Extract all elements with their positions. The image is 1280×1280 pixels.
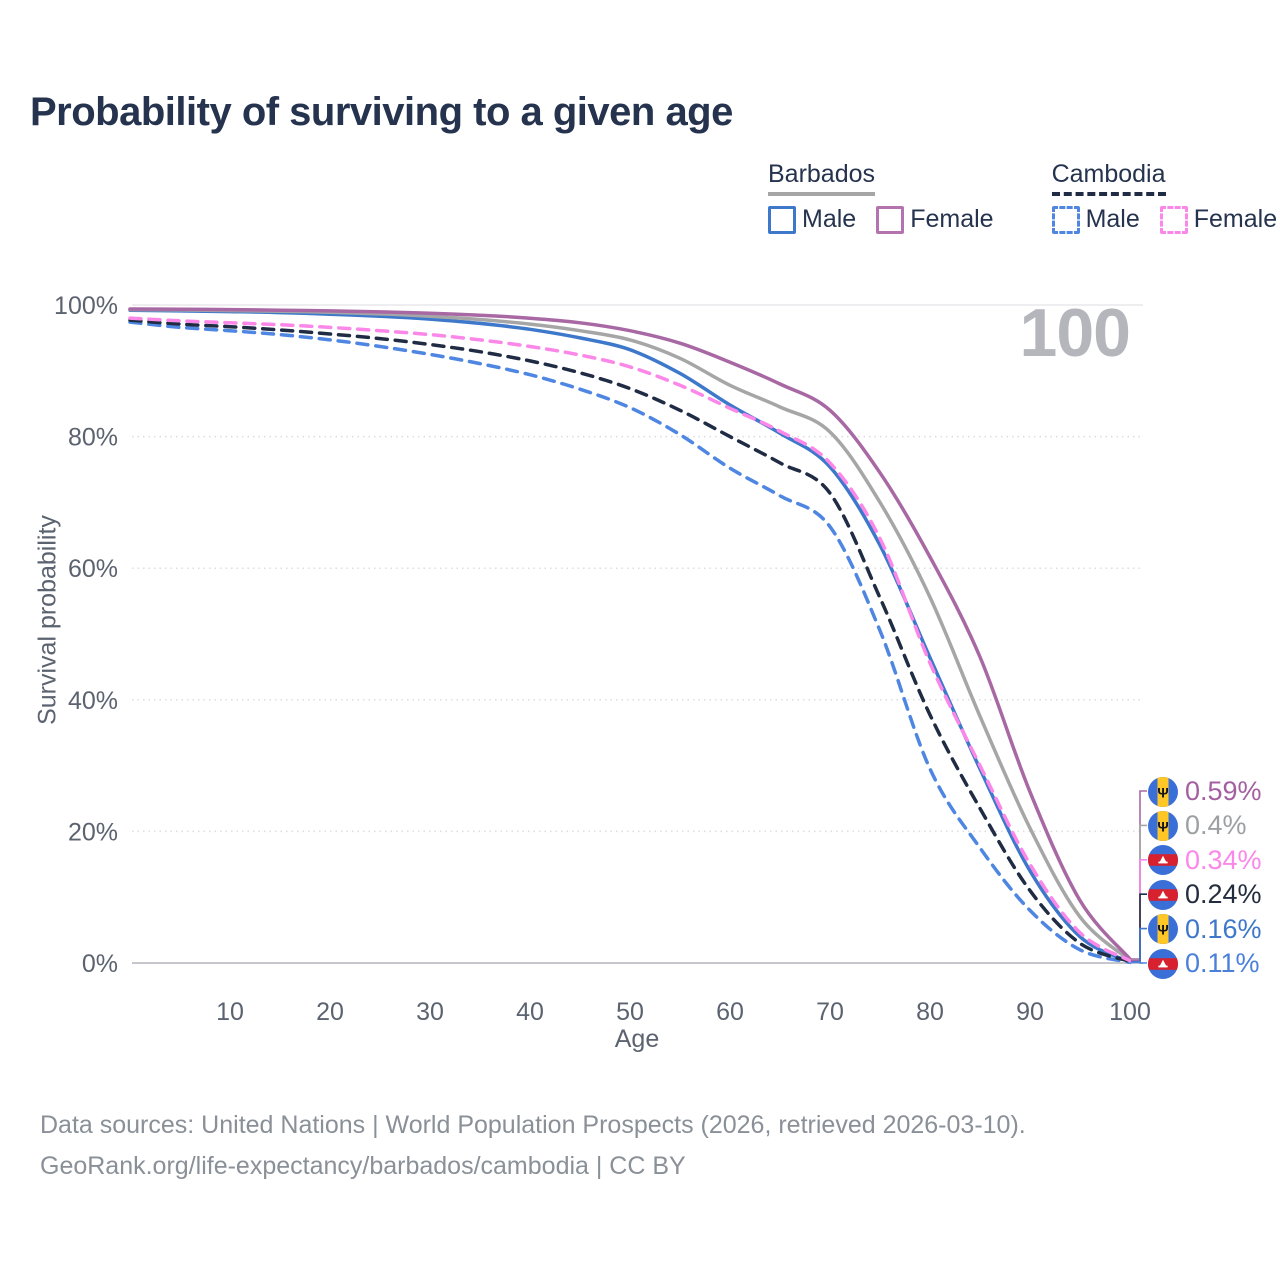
series-line-barbados-female[interactable] (128, 307, 1132, 961)
series-line-barbados-male[interactable] (128, 308, 1132, 964)
legend-item-label: Male (1085, 205, 1140, 233)
x-tick-label: 20 (316, 998, 344, 1026)
end-label-value: 0.11% (1185, 948, 1260, 978)
cambodia-flag-icon (1148, 879, 1178, 910)
svg-text:Ψ: Ψ (1157, 922, 1168, 938)
end-label-connector (1131, 927, 1147, 963)
y-tick-label: 100% (54, 292, 118, 320)
legend-group-cambodia: Cambodia Male Female (1051, 160, 1278, 234)
end-label-cambodia-both: 0.24% (1148, 879, 1262, 910)
x-tick-label: 90 (1016, 998, 1044, 1026)
checkbox-icon (1159, 205, 1188, 234)
footer-sources-line: Data sources: United Nations | World Pop… (40, 1111, 1026, 1139)
x-tick-label: 70 (816, 998, 844, 1026)
x-tick-label: 30 (416, 998, 444, 1026)
x-tick-label: 10 (216, 998, 244, 1026)
footer-url-line: GeoRank.org/life-expectancy/barbados/cam… (40, 1152, 686, 1180)
legend-item-cambodia-female[interactable]: Female (1159, 205, 1278, 234)
x-axis-title: Age (614, 1025, 660, 1053)
page-title: Probability of surviving to a given age (30, 90, 733, 134)
cambodia-flag-icon (1148, 845, 1178, 876)
end-label-value: 0.34% (1185, 844, 1262, 875)
end-label-cambodia-male: 0.11% (1148, 948, 1260, 979)
x-tick-label: 40 (516, 998, 544, 1026)
end-label-value: 0.4% (1185, 810, 1247, 841)
legend-country-barbados[interactable]: Barbados (768, 160, 876, 196)
end-label-barbados-female: Ψ 0.59% (1148, 776, 1262, 807)
end-label-connector (1131, 858, 1147, 962)
barbados-flag-icon: Ψ (1148, 776, 1178, 807)
svg-text:Ψ: Ψ (1157, 818, 1168, 834)
legend-item-label: Male (802, 205, 857, 233)
age-counter-watermark: 100 (1019, 295, 1131, 371)
series-line-cambodia-both[interactable] (128, 318, 1132, 964)
x-tick-label: 100 (1109, 998, 1151, 1026)
end-label-connector (1131, 961, 1147, 964)
legend: Barbados Male Female Cambodia Male (768, 160, 1277, 234)
legend-item-barbados-male[interactable]: Male (768, 205, 856, 234)
end-label-barbados-both: Ψ 0.4% (1148, 810, 1247, 841)
y-tick-label: 40% (68, 687, 118, 715)
legend-item-label: Female (1193, 205, 1278, 233)
y-tick-label: 20% (68, 818, 118, 846)
barbados-flag-icon: Ψ (1148, 810, 1178, 841)
footer: Data sources: United Nations | World Pop… (40, 1105, 1026, 1187)
end-label-cambodia-female: 0.34% (1148, 845, 1262, 876)
legend-item-label: Female (910, 205, 994, 233)
legend-group-barbados: Barbados Male Female (768, 160, 994, 234)
y-axis-title: Survival probability (33, 515, 62, 725)
series-line-barbados-both[interactable] (128, 307, 1132, 963)
x-tick-label: 50 (616, 998, 644, 1026)
legend-country-cambodia[interactable]: Cambodia (1051, 160, 1166, 196)
end-label-value: 0.59% (1185, 776, 1262, 806)
end-label-barbados-male: Ψ 0.16% (1148, 914, 1262, 945)
x-tick-label: 60 (716, 998, 744, 1026)
legend-item-cambodia-male[interactable]: Male (1051, 205, 1140, 234)
end-label-value: 0.24% (1185, 879, 1262, 910)
end-label-value: 0.16% (1185, 913, 1262, 944)
y-tick-label: 0% (82, 950, 118, 978)
checkbox-icon (768, 205, 796, 234)
checkbox-icon (876, 205, 905, 234)
checkbox-icon (1051, 205, 1080, 234)
barbados-flag-icon: Ψ (1148, 914, 1178, 945)
cambodia-flag-icon (1148, 948, 1178, 979)
series-line-cambodia-male[interactable] (128, 320, 1132, 965)
y-tick-label: 60% (68, 555, 118, 583)
end-label-connector (1131, 790, 1147, 960)
svg-text:Ψ: Ψ (1157, 784, 1168, 800)
x-tick-label: 80 (916, 998, 944, 1026)
legend-item-barbados-female[interactable]: Female (876, 205, 994, 234)
y-tick-label: 80% (68, 424, 118, 452)
series-line-cambodia-female[interactable] (128, 316, 1132, 963)
end-label-connector (1131, 824, 1147, 962)
